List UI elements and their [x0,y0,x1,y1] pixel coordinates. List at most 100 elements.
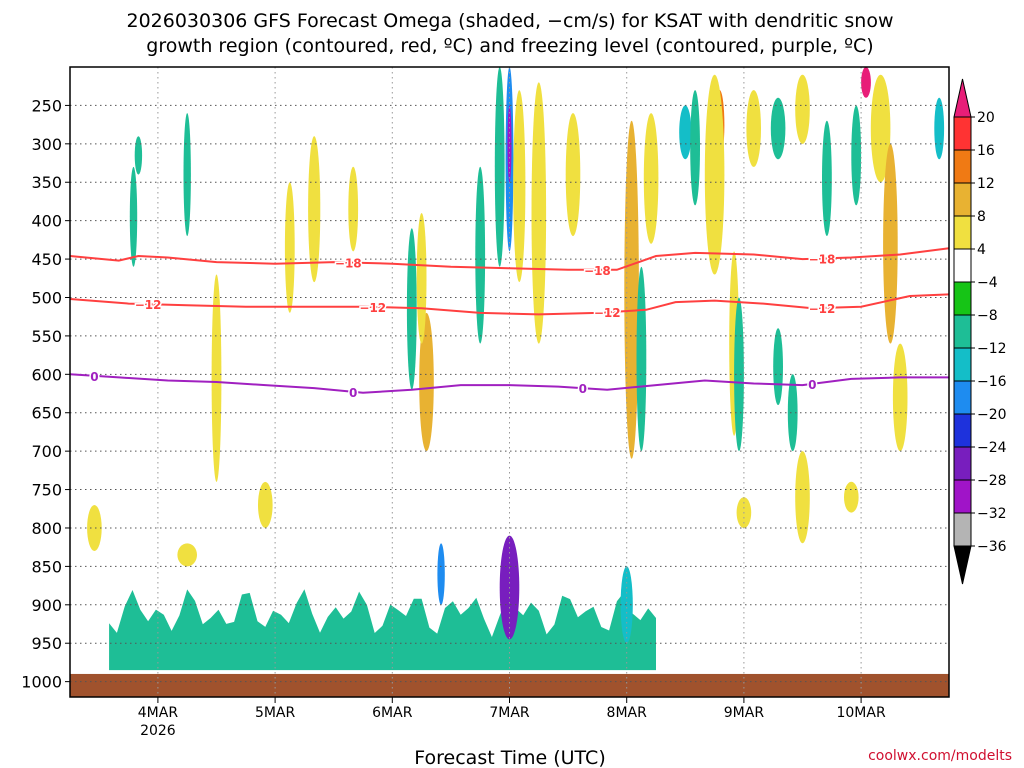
colorbar-swatch [953,314,972,349]
omega-region-31 [770,97,786,160]
colorbar-swatch [953,512,972,547]
omega-region-35 [773,328,783,405]
omega-low-level-band [109,589,657,671]
colorbar-swatch [953,182,972,217]
omega-region-14 [87,505,102,551]
colorbar-label: −12 [977,341,1007,357]
x-tick-label: 4MAR [138,705,179,721]
x-tick-label: 10MAR [836,705,885,721]
contour-label-dgz_-12C-2: −12 [594,306,621,320]
colorbar-label: −20 [977,407,1007,423]
chart-title-line-1: 2026030306 GFS Forecast Omega (shaded, −… [126,10,893,32]
x-tick-label: 5MAR [255,705,296,721]
omega-region-3 [513,90,526,283]
contour-label-freezing_0C-2: 0 [579,382,587,396]
x-tick-label: 6MAR [372,705,413,721]
omega-region-9 [416,212,427,344]
y-tick-label: 800 [31,519,62,538]
colorbar-swatch-bottom [953,545,972,585]
colorbar-label: 20 [977,110,995,126]
colorbar-swatch [953,446,972,481]
x-tick-sublabel-year: 2026 [140,723,176,739]
x-tick-label: 8MAR [607,705,648,721]
omega-region-26 [844,481,859,513]
omega-region-11 [284,182,295,313]
watermark: coolwx.com/modelts [868,748,1012,764]
omega-region-25 [795,451,810,544]
y-tick-label: 450 [31,250,62,269]
contour-label-freezing_0C-3: 0 [808,378,816,392]
omega-region-12 [348,166,359,252]
contour-label-freezing_0C-1: 0 [349,386,357,400]
omega-region-41 [134,136,143,175]
colorbar-swatch [953,479,972,514]
omega-region-45 [787,374,798,452]
y-tick-label: 1000 [21,673,62,692]
omega-region-46 [851,105,862,206]
omega-region-33 [934,97,945,160]
omega-region-38 [406,228,417,390]
colorbar-label: −4 [977,275,998,291]
colorbar-swatch [953,215,972,250]
omega-region-19 [746,90,761,167]
contour-label-dgz_-18C-1: −18 [584,264,611,278]
omega-region-40 [129,166,138,267]
omega-region-10 [308,136,321,283]
x-tick-label: 9MAR [724,705,765,721]
omega-region-36 [494,67,505,267]
contour-label-dgz_-18C-0: −18 [335,257,362,271]
omega-region-39 [183,113,191,237]
colorbar-label: −16 [977,374,1007,390]
contour-freezing_0C [69,373,949,394]
contour-label-dgz_-18C-2: −18 [809,253,836,267]
omega-region-15 [177,543,197,567]
contour-dgz_-12C [69,293,950,316]
omega-region-43 [620,566,633,644]
contour-label-freezing_0C-0: 0 [90,370,98,384]
y-tick-label: 850 [31,557,62,576]
y-tick-label: 600 [31,365,62,384]
colorbar-label: 8 [977,209,986,225]
omega-region-29 [679,105,692,160]
y-tick-label: 700 [31,442,62,461]
y-tick-label: 650 [31,404,62,423]
colorbar: 20 16 12 8 4 −4 −8 −12 −16 −20 −24 −28 −32 −36 [953,78,1007,585]
colorbar-label: −24 [977,440,1007,456]
contour-label-dgz_-12C-0: −12 [135,298,162,312]
omega-region-44 [437,543,445,605]
x-axis: 4MAR 2026 5MAR 6MAR 7MAR 8MAR 9MAR 10MAR [138,697,886,739]
y-tick-label: 300 [31,135,62,154]
omega-region-4 [531,82,547,344]
omega-region-21 [861,67,871,98]
plot-area [70,67,949,697]
y-tick-label: 900 [31,596,62,615]
y-axis: 250 300 350 400 450 500 550 600 650 700 750 800 850 9… [21,96,70,692]
colorbar-swatch [953,380,972,415]
chart-title-line-2: growth region (contoured, red, ºC) and f… [146,35,873,57]
y-tick-label: 400 [31,212,62,231]
omega-region-30 [690,90,700,206]
colorbar-label: −28 [977,473,1007,489]
omega-region-24 [892,343,908,452]
colorbar-swatch [953,347,972,382]
colorbar-swatch [953,149,972,184]
omega-region-42 [636,266,647,452]
colorbar-swatch-top [953,78,972,118]
colorbar-label: −36 [977,539,1007,555]
colorbar-label: −8 [977,308,998,324]
y-tick-label: 750 [31,481,62,500]
omega-region-22 [870,74,891,183]
colorbar-label: 16 [977,143,995,159]
omega-region-20 [795,74,810,144]
contour-label-dgz_-12C-3: −12 [809,302,836,316]
omega-region-16 [258,481,273,528]
omega-region-23 [883,143,898,344]
omega-region-32 [822,120,832,236]
colorbar-swatch [953,116,972,151]
x-tick-label: 7MAR [489,705,530,721]
gridlines [70,67,949,697]
contour-label-dgz_-12C-1: −12 [359,301,386,315]
y-tick-label: 350 [31,173,62,192]
y-tick-label: 550 [31,327,62,346]
